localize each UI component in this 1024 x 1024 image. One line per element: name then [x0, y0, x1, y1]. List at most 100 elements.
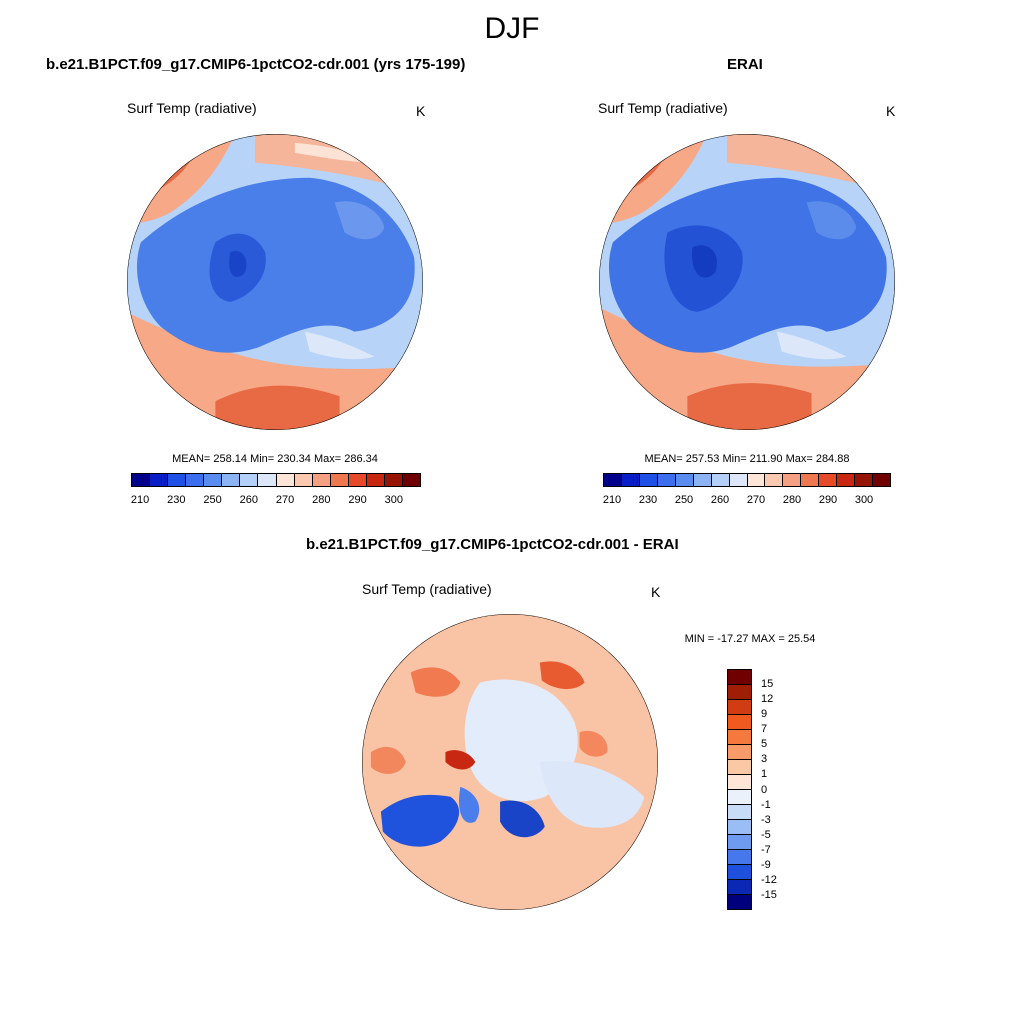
colorbar-box [150, 474, 169, 486]
colorbar-tick-label: 270 [746, 494, 766, 506]
diff-units-label: K [651, 584, 661, 600]
obs-variable-label: Surf Temp (radiative) [598, 100, 728, 116]
colorbar-box [728, 880, 751, 895]
colorbar-box [747, 474, 766, 486]
colorbar-box [366, 474, 385, 486]
model-polar-map [126, 133, 424, 431]
colorbar-box [783, 474, 802, 486]
colorbar-box [222, 474, 241, 486]
colorbar-box [728, 700, 751, 715]
colorbar-box [312, 474, 331, 486]
colorbar-box [330, 474, 349, 486]
colorbar-box [728, 865, 751, 880]
colorbar-box [240, 474, 259, 486]
colorbar-box [837, 474, 856, 486]
colorbar-box [604, 474, 622, 486]
obs-colorbar-labels: 210 230 250 260 270 280 290 300 [603, 494, 891, 508]
colorbar-box [621, 474, 640, 486]
colorbar-tick-label: 0 [761, 783, 768, 796]
colorbar-tick-label: 300 [384, 494, 403, 506]
colorbar-box [855, 474, 874, 486]
obs-panel-title: ERAI [727, 56, 763, 73]
colorbar-tick-label: -15 [761, 888, 777, 901]
colorbar-tick-label: 260 [710, 494, 730, 506]
colorbar-box [168, 474, 187, 486]
colorbar-tick-label: 210 [602, 494, 622, 506]
colorbar-box [873, 474, 890, 486]
model-colorbar-labels: 210 230 250 260 270 280 290 300 [131, 494, 421, 508]
colorbar-tick-label: -12 [761, 873, 777, 886]
diff-stats: MIN = -17.27 MAX = 25.54 [684, 633, 816, 645]
obs-colorbar [603, 473, 891, 487]
colorbar-box [728, 715, 751, 730]
colorbar-box [639, 474, 658, 486]
colorbar-tick-label: -1 [761, 798, 771, 811]
figure-title: DJF [484, 12, 540, 45]
colorbar-tick-label: 300 [854, 494, 874, 506]
colorbar-tick-label: 9 [761, 708, 768, 721]
colorbar-tick-label: 260 [239, 494, 258, 506]
colorbar-box [384, 474, 403, 486]
colorbar-tick-label: 7 [761, 723, 768, 736]
colorbar-box [728, 805, 751, 820]
model-stats: MEAN= 258.14 Min= 230.34 Max= 286.34 [172, 453, 378, 465]
colorbar-tick-label: 230 [167, 494, 186, 506]
colorbar-box [294, 474, 313, 486]
colorbar-box [819, 474, 838, 486]
colorbar-tick-label: 210 [130, 494, 150, 506]
colorbar-box [348, 474, 367, 486]
colorbar-tick-label: 250 [674, 494, 694, 506]
colorbar-box [186, 474, 205, 486]
colorbar-tick-label: 250 [203, 494, 222, 506]
colorbar-box [801, 474, 820, 486]
colorbar-tick-label: 5 [761, 738, 768, 751]
colorbar-box [657, 474, 676, 486]
colorbar-tick-label: -5 [761, 828, 771, 841]
colorbar-box [258, 474, 277, 486]
colorbar-tick-label: 290 [818, 494, 838, 506]
colorbar-box [728, 895, 751, 909]
colorbar-tick-label: 230 [638, 494, 658, 506]
diff-variable-label: Surf Temp (radiative) [362, 581, 492, 597]
obs-stats: MEAN= 257.53 Min= 211.90 Max= 284.88 [644, 453, 850, 465]
diff-polar-map [361, 613, 659, 911]
colorbar-box [765, 474, 784, 486]
colorbar-box [729, 474, 748, 486]
colorbar-box [693, 474, 712, 486]
model-variable-label: Surf Temp (radiative) [127, 100, 257, 116]
diff-colorbar [727, 669, 752, 910]
colorbar-box [728, 685, 751, 700]
colorbar-tick-label: 1 [761, 768, 768, 781]
colorbar-box [276, 474, 295, 486]
colorbar-tick-label: -9 [761, 858, 771, 871]
obs-polar-map [598, 133, 896, 431]
colorbar-tick-label: 280 [312, 494, 331, 506]
colorbar-tick-label: -3 [761, 813, 771, 826]
colorbar-box [728, 730, 751, 745]
colorbar-tick-label: 280 [782, 494, 802, 506]
model-panel-title: b.e21.B1PCT.f09_g17.CMIP6-1pctCO2-cdr.00… [46, 56, 466, 73]
diff-colorbar-labels: 15 12 9 7 5 3 1 0 -1 -3 -5 -7 -9 -12 -15 [761, 669, 801, 910]
colorbar-box [711, 474, 730, 486]
colorbar-tick-label: 12 [761, 693, 774, 706]
colorbar-box [728, 790, 751, 805]
colorbar-tick-label: 270 [275, 494, 295, 506]
colorbar-box [728, 775, 751, 790]
colorbar-tick-label: 3 [761, 753, 768, 766]
colorbar-box [728, 835, 751, 850]
colorbar-tick-label: 290 [348, 494, 367, 506]
diff-panel-title: b.e21.B1PCT.f09_g17.CMIP6-1pctCO2-cdr.00… [306, 536, 679, 553]
colorbar-box [728, 745, 751, 760]
obs-units-label: K [886, 103, 896, 119]
colorbar-box [132, 474, 151, 486]
colorbar-box [675, 474, 694, 486]
model-units-label: K [416, 103, 426, 119]
model-colorbar [131, 473, 421, 487]
colorbar-box [402, 474, 420, 486]
colorbar-tick-label: -7 [761, 843, 771, 856]
colorbar-box [728, 850, 751, 865]
colorbar-box [728, 670, 751, 685]
colorbar-tick-label: 15 [761, 678, 774, 691]
colorbar-box [728, 760, 751, 775]
colorbar-box [728, 820, 751, 835]
